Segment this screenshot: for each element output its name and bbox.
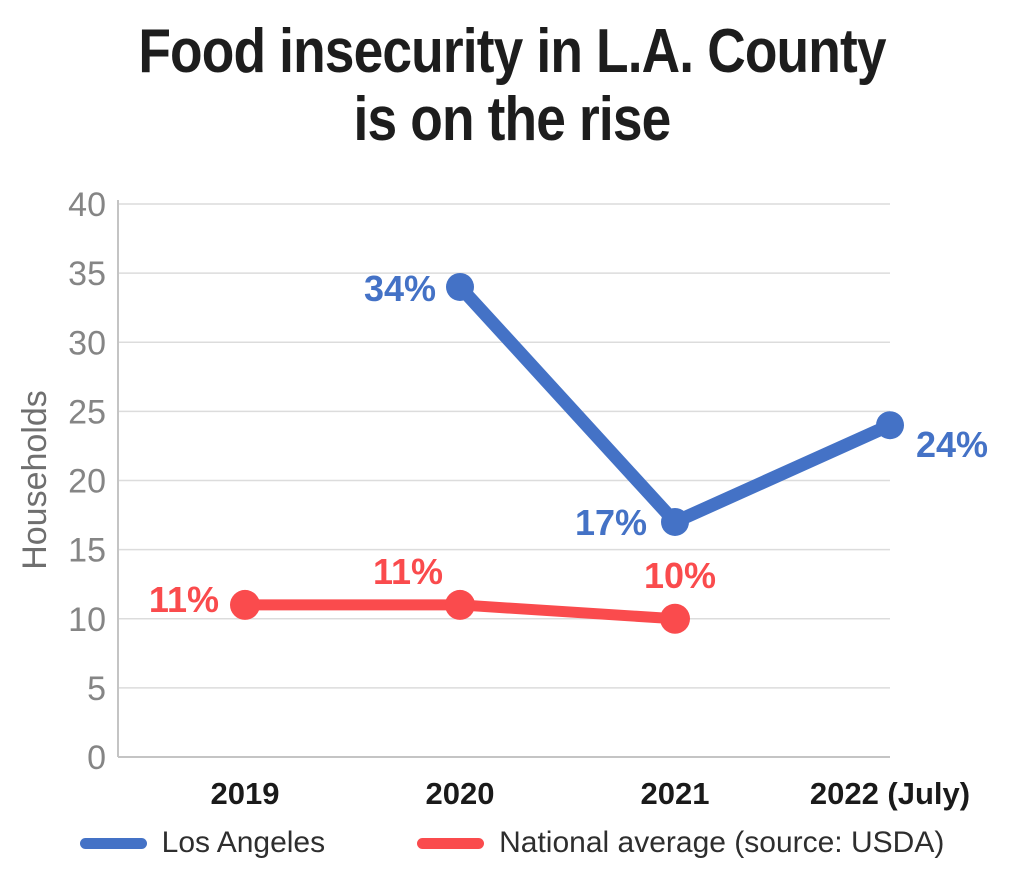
data-point	[876, 411, 904, 440]
legend: Los Angeles National average (source: US…	[0, 826, 1024, 860]
chart-title-line-2: is on the rise	[353, 84, 672, 154]
data-point	[445, 589, 475, 620]
y-axis-title: Households	[16, 390, 54, 570]
legend-item-los-angeles: Los Angeles	[79, 826, 326, 860]
legend-item-national-average: National average (source: USDA)	[417, 826, 944, 860]
y-tick-label: 5	[87, 670, 106, 708]
data-point	[660, 603, 690, 634]
data-point-label: 10%	[644, 555, 716, 596]
x-tick-label: 2022 (July)	[810, 776, 970, 811]
x-tick-label: 2020	[426, 776, 495, 811]
data-point	[661, 507, 689, 536]
data-point-label: 17%	[575, 502, 647, 543]
data-point-label: 11%	[149, 579, 219, 620]
data-point-label: 11%	[373, 551, 443, 592]
series-line	[453, 280, 897, 529]
y-tick-label: 35	[68, 255, 106, 293]
y-tick-label: 15	[68, 532, 106, 570]
legend-label-national-average: National average (source: USDA)	[499, 826, 945, 859]
chart-title: Food insecurity in L.A. County is on the…	[72, 18, 953, 153]
y-tick-label: 40	[68, 186, 106, 224]
data-point-label: 24%	[916, 424, 988, 465]
data-point	[230, 589, 260, 620]
y-tick-label: 20	[68, 463, 106, 501]
y-tick-label: 30	[68, 324, 106, 362]
x-tick-label: 2021	[641, 776, 710, 811]
data-point-label: 34%	[364, 268, 436, 309]
data-point	[446, 272, 474, 301]
legend-label-los-angeles: Los Angeles	[161, 826, 326, 859]
y-tick-label: 0	[87, 739, 106, 777]
y-tick-label: 25	[68, 393, 106, 431]
y-tick-label: 10	[68, 601, 106, 639]
legend-swatch-red-icon	[417, 837, 485, 849]
chart-title-line-1: Food insecurity in L.A. County	[138, 17, 886, 86]
x-tick-label: 2019	[211, 776, 280, 811]
legend-swatch-blue-icon	[79, 837, 147, 849]
